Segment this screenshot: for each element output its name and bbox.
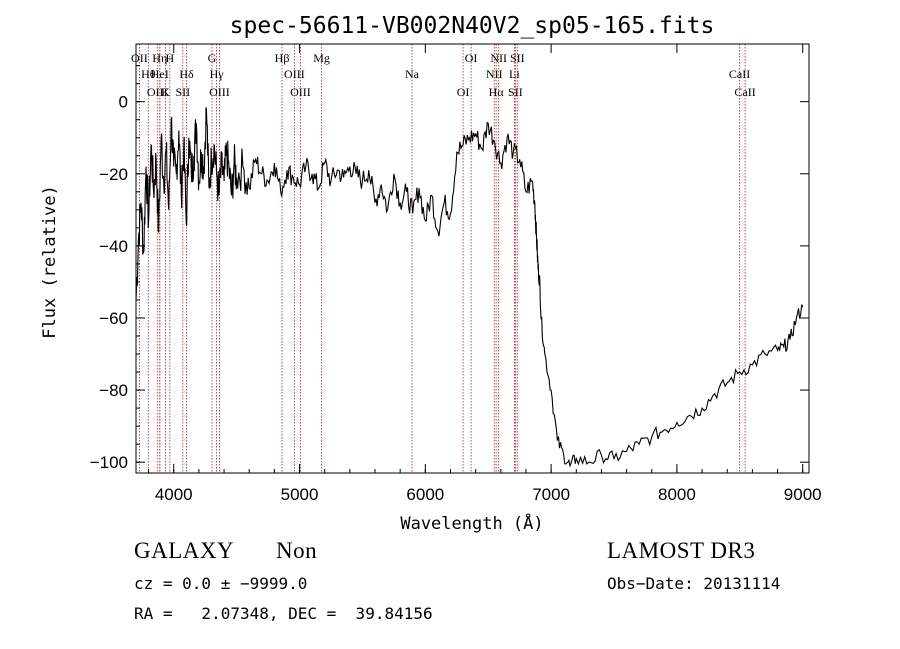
spectral-line-label: CaII bbox=[729, 67, 750, 81]
y-tick-label: −40 bbox=[99, 237, 128, 256]
x-tick-label: 8000 bbox=[658, 485, 696, 504]
spectral-line-label: OII bbox=[131, 51, 148, 65]
survey-name: LAMOST DR3 bbox=[607, 538, 756, 563]
spectral-line-label: G bbox=[208, 51, 217, 65]
spectral-line-label: OI bbox=[457, 85, 470, 99]
spectral-line-label: OIII bbox=[284, 67, 305, 81]
spectral-line-label: Li bbox=[509, 67, 520, 81]
spectral-line-label: OI bbox=[465, 51, 478, 65]
spectral-line-label: OIII bbox=[209, 85, 230, 99]
spectral-line-label: OIII bbox=[147, 85, 168, 99]
y-tick-label: 0 bbox=[119, 93, 128, 112]
spectral-line-label: K bbox=[161, 85, 170, 99]
spectral-line-markers bbox=[138, 44, 746, 473]
spectral-line-label: SII bbox=[175, 85, 190, 99]
plot-frame bbox=[135, 43, 810, 474]
spectrum-series bbox=[135, 107, 804, 468]
spectral-line-label: OIII bbox=[290, 85, 311, 99]
y-tick-label: −60 bbox=[99, 309, 128, 328]
spectral-line-label: Hβ bbox=[275, 51, 290, 65]
x-tick-label: 6000 bbox=[406, 485, 444, 504]
spectral-line-label: CaII bbox=[734, 85, 755, 99]
obs-date: Obs−Date: 20131114 bbox=[607, 574, 781, 593]
spectral-line-label: NII bbox=[486, 67, 503, 81]
spectral-line-label: Hθ bbox=[141, 67, 156, 81]
spectral-line-label: SII bbox=[508, 85, 523, 99]
x-tick-label: 4000 bbox=[155, 485, 193, 504]
spectral-line-label: NII bbox=[490, 51, 507, 65]
chart-title: spec-56611-VB002N40V2_sp05-165.fits bbox=[230, 13, 715, 39]
spectral-line-label: SII bbox=[510, 51, 525, 65]
x-axis-label: Wavelength (Å) bbox=[400, 512, 543, 534]
x-tick-label: 5000 bbox=[281, 485, 319, 504]
object-class: GALAXY bbox=[134, 538, 235, 563]
spectral-line-label: H bbox=[166, 51, 175, 65]
x-axis-ticks: 4000 5000 6000 7000 8000 9000 bbox=[148, 44, 822, 504]
spectral-line-label: Hγ bbox=[210, 67, 225, 81]
y-tick-label: −20 bbox=[99, 165, 128, 184]
spectral-line-labels: OII Hθ OIII Hη HeI K H Hδ SII G Hγ OIII Hβ OIII OIII Mg… bbox=[131, 51, 756, 99]
spectral-line-label: Hδ bbox=[179, 67, 194, 81]
spectral-line-label: Na bbox=[405, 67, 420, 81]
spectral-line-label: Hα bbox=[489, 85, 505, 99]
coordinates: RA = 2.07348, DEC = 39.84156 bbox=[134, 604, 433, 623]
spectral-line-label: Mg bbox=[313, 51, 330, 65]
x-tick-label: 9000 bbox=[784, 485, 822, 504]
spectral-line-label: HeI bbox=[151, 67, 169, 81]
y-axis-label: Flux (relative) bbox=[40, 185, 60, 339]
object-subclass: Non bbox=[276, 538, 318, 563]
x-tick-label: 7000 bbox=[532, 485, 570, 504]
redshift-readout: cz = 0.0 ± −9999.0 bbox=[134, 574, 308, 593]
y-tick-label: −100 bbox=[90, 453, 128, 472]
y-tick-label: −80 bbox=[99, 381, 128, 400]
y-axis-ticks: 0 −20 −40 −60 −80 −100 bbox=[90, 65, 809, 472]
spectral-line-label: Hη bbox=[152, 51, 167, 65]
